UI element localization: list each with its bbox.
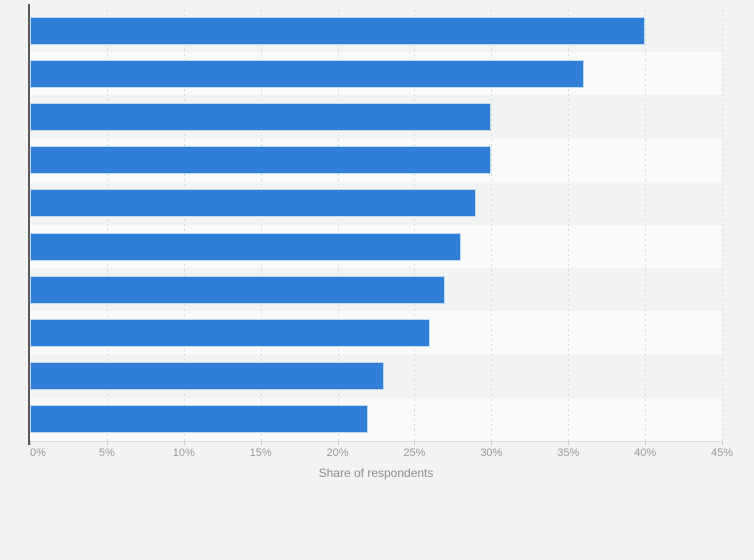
bar[interactable] (30, 362, 384, 391)
x-axis-tick-label: 15% (249, 447, 272, 459)
x-axis-title: Share of respondents (318, 466, 434, 480)
x-axis-tick (106, 441, 108, 445)
gridline (491, 9, 493, 441)
gridline (183, 9, 185, 441)
bar[interactable] (30, 59, 584, 88)
y-axis-line (28, 4, 30, 445)
bar[interactable] (30, 275, 446, 304)
bar[interactable] (30, 232, 461, 261)
x-axis-tick (30, 441, 31, 445)
x-axis-tick-label: 35% (557, 447, 580, 459)
bar[interactable] (30, 319, 430, 347)
gridline (414, 9, 416, 441)
x-axis-tick (414, 441, 416, 445)
x-axis-tick (722, 441, 723, 445)
gridline (260, 9, 262, 441)
bar[interactable] (30, 189, 476, 218)
bar[interactable] (30, 16, 646, 45)
x-axis-tick-label: 30% (480, 447, 503, 459)
x-axis-tick-label: 45% (710, 447, 734, 459)
x-axis-tick-label: 0% (30, 447, 46, 459)
x-axis-tick-label: 5% (98, 447, 115, 459)
x-axis-tick (260, 441, 262, 445)
gridline (106, 9, 108, 441)
x-axis-tick-label: 20% (326, 447, 349, 459)
x-axis-tick (183, 441, 185, 445)
x-axis-tick (337, 441, 339, 445)
bar[interactable] (30, 405, 369, 434)
x-axis-tick (568, 441, 570, 445)
bar[interactable] (30, 146, 492, 175)
x-axis-tick (645, 441, 647, 445)
gridline (722, 9, 723, 441)
gridline (645, 9, 647, 441)
x-axis-tick-label: 40% (634, 447, 657, 459)
gridline (568, 9, 570, 441)
x-axis-line (28, 441, 722, 442)
gridline (337, 9, 339, 441)
x-axis-tick-label: 25% (403, 447, 426, 459)
x-axis-tick (491, 441, 493, 445)
x-axis-tick-label: 10% (172, 447, 195, 459)
bar[interactable] (30, 103, 492, 131)
